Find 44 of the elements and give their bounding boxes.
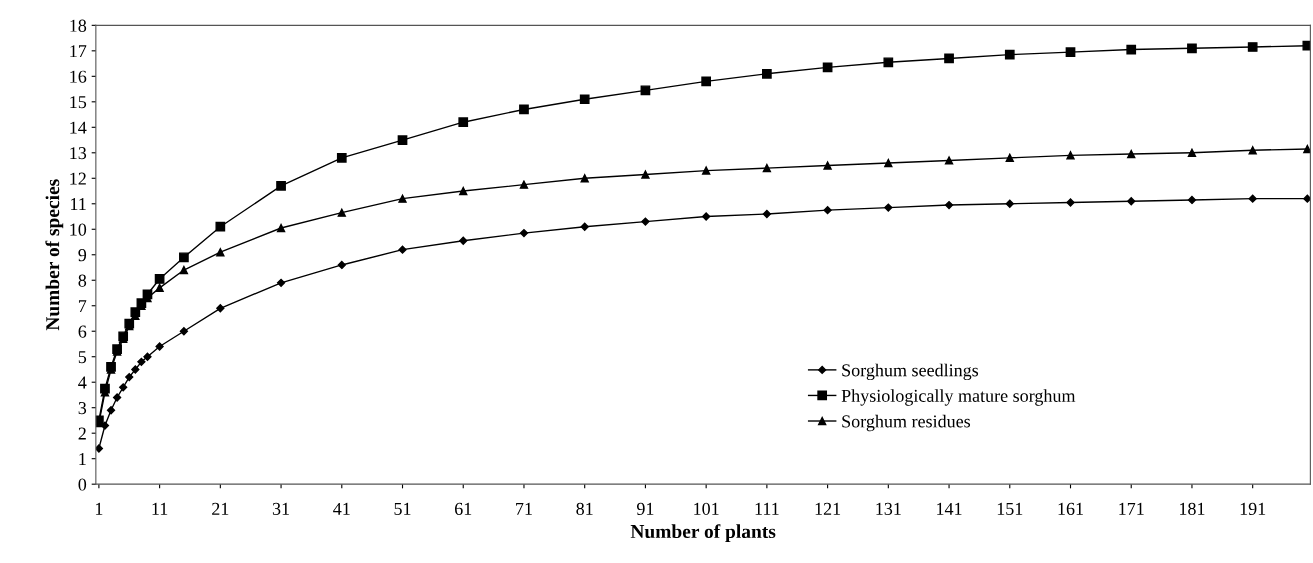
x-tick-label: 81 [576,502,593,515]
x-tick-label: 121 [815,502,841,515]
y-axis-title: Number of species [45,179,64,331]
y-tick-label: 4 [78,376,87,389]
x-tick-label: 141 [937,502,962,515]
y-tick-label: 1 [79,453,86,465]
y-tick-label: 2 [78,427,86,440]
x-tick-label: 111 [755,502,779,515]
y-tick-label: 18 [70,19,87,32]
x-tick-label: 91 [636,502,654,515]
x-tick-label: 51 [394,502,411,515]
y-tick-label: 9 [78,249,87,262]
x-tick-label: 41 [333,502,350,515]
x-axis-title: Number of plants [630,524,776,542]
x-tick-label: 101 [694,502,719,515]
x-tick-label: 151 [997,502,1023,515]
x-tick-label: 191 [1240,502,1266,515]
x-tick-label: 171 [1119,502,1144,515]
x-tick-label: 21 [212,502,229,515]
y-tick-label: 11 [71,198,86,211]
y-tick-label: 7 [78,300,87,312]
x-tick-label: 161 [1058,502,1083,515]
y-tick-label: 10 [70,223,87,236]
y-tick-label: 0 [78,478,87,491]
y-tick-label: 16 [70,70,87,83]
y-tick-label: 8 [78,274,87,287]
legend-label: Sorghum residues [842,414,971,432]
x-tick-label: 31 [272,502,290,515]
y-tick-label: 17 [70,45,87,58]
x-tick-label: 131 [876,502,901,515]
y-tick-label: 6 [78,325,87,338]
x-tick-label: 181 [1180,502,1205,515]
y-tick-label: 5 [78,351,87,364]
y-tick-label: 15 [70,96,87,109]
x-tick-label: 1 [95,502,103,515]
y-tick-label: 14 [70,121,87,134]
y-tick-label: 12 [70,172,86,185]
legend-label: Sorghum seedlings [842,363,979,381]
legend-label: Physiologically mature sorghum [841,389,1076,406]
x-tick-label: 71 [516,502,532,515]
y-tick-label: 3 [78,402,87,415]
x-tick-label: 11 [152,502,168,515]
x-tick-label: 61 [454,502,472,515]
y-tick-label: 13 [70,147,87,160]
